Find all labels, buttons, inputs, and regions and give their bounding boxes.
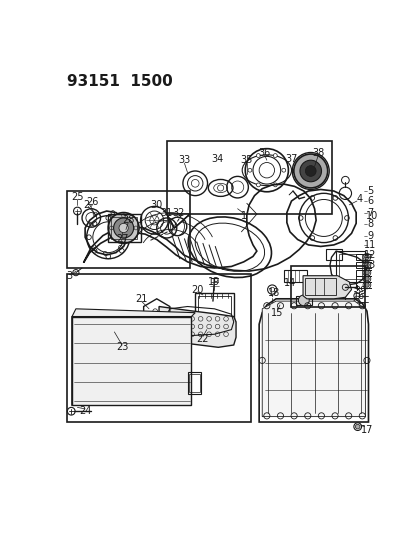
Circle shape bbox=[354, 424, 359, 429]
Bar bbox=[355, 262, 371, 268]
Text: 30: 30 bbox=[150, 200, 162, 210]
Text: 19: 19 bbox=[208, 277, 220, 287]
Bar bbox=[283, 270, 306, 282]
Circle shape bbox=[119, 223, 128, 232]
Polygon shape bbox=[261, 301, 365, 417]
Text: 24: 24 bbox=[79, 406, 91, 416]
Text: 8: 8 bbox=[366, 219, 372, 229]
Text: 93151  1500: 93151 1500 bbox=[66, 74, 172, 89]
Text: 4: 4 bbox=[355, 193, 361, 204]
Bar bbox=[195, 294, 233, 320]
Bar bbox=[66, 191, 190, 268]
Circle shape bbox=[299, 160, 321, 182]
Circle shape bbox=[273, 154, 277, 157]
Text: 21: 21 bbox=[135, 294, 147, 304]
Text: 35: 35 bbox=[240, 155, 252, 165]
Text: 1: 1 bbox=[240, 211, 246, 221]
Circle shape bbox=[256, 183, 260, 187]
Bar bbox=[305, 278, 335, 295]
Text: 28: 28 bbox=[122, 215, 134, 225]
Circle shape bbox=[293, 154, 327, 188]
Bar bbox=[72, 317, 191, 405]
Text: 6: 6 bbox=[366, 196, 372, 206]
Text: 10: 10 bbox=[366, 212, 377, 221]
Text: 17: 17 bbox=[360, 425, 372, 435]
Polygon shape bbox=[72, 309, 195, 317]
Text: 26: 26 bbox=[86, 197, 99, 207]
Text: 12: 12 bbox=[363, 250, 375, 260]
Text: 36: 36 bbox=[258, 148, 270, 158]
Circle shape bbox=[364, 255, 368, 260]
Polygon shape bbox=[166, 214, 190, 228]
Bar bbox=[66, 274, 251, 422]
Bar bbox=[355, 270, 371, 276]
Text: 32: 32 bbox=[172, 207, 184, 217]
Text: 25: 25 bbox=[71, 192, 83, 202]
Circle shape bbox=[273, 183, 277, 187]
Bar bbox=[72, 317, 191, 405]
Bar bbox=[295, 296, 311, 305]
Bar bbox=[74, 319, 189, 403]
Text: 38: 38 bbox=[311, 148, 324, 158]
Circle shape bbox=[364, 270, 368, 275]
Bar bbox=[108, 214, 140, 242]
Polygon shape bbox=[302, 276, 351, 299]
Circle shape bbox=[364, 277, 368, 281]
Bar bbox=[355, 276, 371, 282]
Text: 23: 23 bbox=[116, 342, 128, 352]
Text: 20: 20 bbox=[191, 285, 203, 295]
Circle shape bbox=[247, 168, 251, 172]
Bar bbox=[335, 251, 365, 282]
Bar bbox=[166, 141, 331, 214]
Text: 5: 5 bbox=[366, 186, 372, 196]
Bar bbox=[355, 254, 371, 260]
Bar bbox=[111, 217, 137, 239]
Circle shape bbox=[108, 213, 139, 244]
Text: 9: 9 bbox=[366, 231, 372, 241]
Bar bbox=[197, 296, 231, 318]
Circle shape bbox=[298, 295, 309, 306]
Text: 3: 3 bbox=[66, 271, 73, 281]
Bar bbox=[187, 372, 201, 393]
Text: 22: 22 bbox=[196, 334, 209, 344]
Circle shape bbox=[113, 218, 133, 238]
Bar bbox=[291, 266, 365, 306]
Text: 7: 7 bbox=[366, 207, 372, 217]
Text: 39: 39 bbox=[354, 286, 366, 296]
Text: 37: 37 bbox=[285, 154, 297, 164]
Text: 16: 16 bbox=[352, 290, 365, 301]
Text: 34: 34 bbox=[211, 154, 223, 164]
Bar bbox=[338, 254, 361, 279]
Text: 27: 27 bbox=[116, 234, 128, 244]
Bar bbox=[325, 249, 341, 260]
Circle shape bbox=[305, 166, 316, 176]
Polygon shape bbox=[159, 306, 235, 348]
Text: 33: 33 bbox=[178, 155, 190, 165]
Circle shape bbox=[364, 263, 368, 267]
Text: 31: 31 bbox=[160, 207, 173, 217]
Bar bbox=[355, 282, 371, 288]
Text: 14: 14 bbox=[283, 278, 295, 288]
Text: 11: 11 bbox=[363, 240, 375, 250]
Text: 13: 13 bbox=[363, 260, 375, 270]
Text: 18: 18 bbox=[267, 288, 279, 298]
Circle shape bbox=[256, 154, 260, 157]
Circle shape bbox=[281, 168, 285, 172]
Bar bbox=[189, 374, 199, 392]
Text: 15: 15 bbox=[271, 308, 283, 318]
Circle shape bbox=[364, 282, 368, 287]
Text: 2: 2 bbox=[83, 200, 89, 210]
